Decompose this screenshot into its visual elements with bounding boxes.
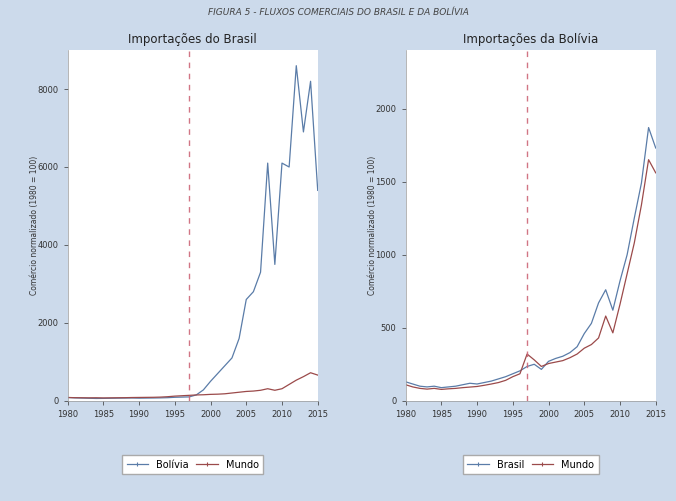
Text: FIGURA 5 - FLUXOS COMERCIAIS DO BRASIL E DA BOLÍVIA: FIGURA 5 - FLUXOS COMERCIAIS DO BRASIL E… bbox=[208, 8, 468, 17]
Legend: Brasil, Mundo: Brasil, Mundo bbox=[462, 455, 599, 474]
Y-axis label: Comércio normalizado (1980 = 100): Comércio normalizado (1980 = 100) bbox=[368, 156, 377, 295]
Y-axis label: Comércio normalizado (1980 = 100): Comércio normalizado (1980 = 100) bbox=[30, 156, 39, 295]
Title: Importações do Brasil: Importações do Brasil bbox=[128, 33, 257, 46]
Title: Importações da Bolívia: Importações da Bolívia bbox=[463, 33, 598, 46]
Legend: Bolívia, Mundo: Bolívia, Mundo bbox=[122, 455, 264, 474]
